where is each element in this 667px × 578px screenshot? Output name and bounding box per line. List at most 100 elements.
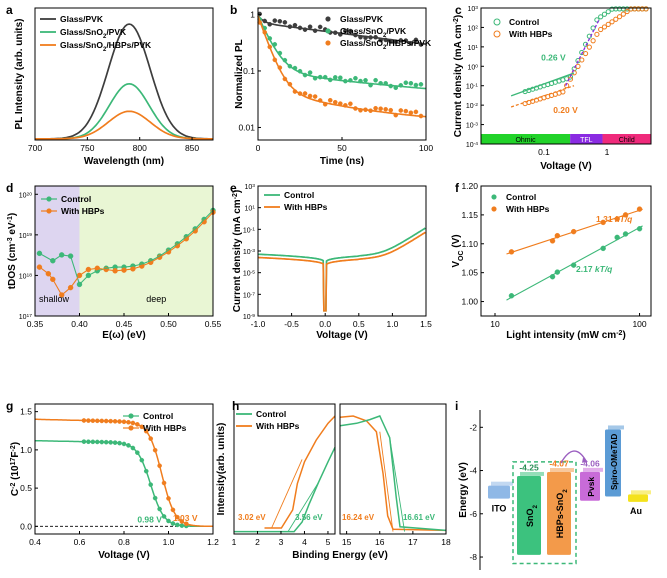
mott-schottky-point <box>148 482 153 487</box>
y-tick-label: -8 <box>469 552 477 562</box>
label-part: Glass/PVK <box>340 14 384 24</box>
legend-marker <box>46 208 52 214</box>
label-part: ) <box>232 190 243 193</box>
label-part: -2 <box>10 483 17 489</box>
label-part: 3 <box>475 5 478 11</box>
label-part: F <box>10 451 21 457</box>
label-part: 20 <box>27 191 33 197</box>
hbps-point <box>622 212 629 218</box>
label-part: ) <box>622 330 625 341</box>
decay-point <box>408 80 414 86</box>
legend-label: Control <box>284 190 314 200</box>
valence-curve-hbps <box>264 415 336 529</box>
control-point <box>622 231 629 237</box>
x-axis-label: Voltage (V) <box>540 161 591 172</box>
y-tick-label: 10-5 <box>243 269 255 278</box>
arrow-head <box>582 457 588 463</box>
y-tick-label: 0.01 <box>238 122 255 132</box>
mott-schottky-point <box>90 439 96 445</box>
mott-schottky-point <box>108 440 113 445</box>
label-part: -9 <box>251 313 256 319</box>
panel-a: 700 750 800 850 a Wavelength (nm) PL Intensity… <box>6 3 214 167</box>
sno2-block-top <box>520 471 544 476</box>
control-point <box>601 11 608 17</box>
mott-schottky-point <box>103 439 109 445</box>
mott-schottky-point <box>183 521 189 527</box>
legend-label: With HBPs <box>256 421 300 431</box>
x-tick-label: 0.8 <box>118 537 130 547</box>
x-tick-label: 0.1 <box>538 147 550 157</box>
mott-schottky-point <box>126 419 131 425</box>
decay-point <box>373 105 378 111</box>
level-label: -4.06 <box>580 459 600 469</box>
panel-label: b <box>230 3 237 17</box>
hbps-point <box>609 19 615 25</box>
control-point <box>549 274 556 280</box>
decay-point <box>373 77 378 83</box>
trap-voltage-label: 0.26 V <box>541 52 566 62</box>
decay-point <box>307 70 313 75</box>
fit-line <box>271 459 303 529</box>
legend-marker <box>491 194 497 200</box>
x-axis-label: Voltage (V) <box>98 550 149 561</box>
decay-point <box>388 107 394 113</box>
legend-label: Glass/SnO2/PVK <box>340 26 407 39</box>
mott-schottky-point <box>139 424 145 430</box>
hbps-point <box>590 38 596 44</box>
label-part: -1 <box>474 82 479 88</box>
y-tick-label: 1.05 <box>461 268 478 278</box>
ito-block-top <box>491 481 513 486</box>
y-axis-label: Energy (eV) <box>458 462 469 518</box>
mott-schottky-point <box>81 418 87 423</box>
plot-frame <box>339 403 447 535</box>
mott-schottky-point <box>143 468 149 474</box>
label-part: V <box>451 261 462 268</box>
hbps-point <box>614 216 620 222</box>
control-point <box>594 17 600 23</box>
x-tick-label: 0.4 <box>29 537 41 547</box>
hbps-point <box>549 238 556 244</box>
x-tick-label: 100 <box>419 143 433 153</box>
decay-point <box>408 110 414 116</box>
control-point <box>636 226 643 232</box>
panel-label: h <box>232 399 239 413</box>
legend-marker <box>325 40 331 46</box>
label-part: C <box>10 489 21 496</box>
plot-frame <box>480 7 652 145</box>
legend-marker <box>493 30 501 38</box>
y-tick-label: 10-3 <box>466 121 478 130</box>
mott-schottky-point <box>112 440 118 445</box>
x-tick-label: 1.0 <box>163 537 175 547</box>
label-part: With HBPs <box>509 29 553 39</box>
label-part: 0 <box>475 63 478 69</box>
ohmic-region <box>481 134 571 144</box>
decay-point <box>338 75 343 81</box>
ohmic-fit <box>510 85 575 108</box>
label-part: 10 <box>467 6 475 13</box>
x-tick-label: 0.35 <box>27 319 44 329</box>
y-axis-label: C-2 (1017F-2) <box>10 442 22 496</box>
control-point <box>36 250 43 257</box>
decay-point <box>383 106 388 112</box>
legend-marker <box>46 196 52 202</box>
fit-line <box>379 431 394 532</box>
y-tick-label: 102 <box>467 24 478 33</box>
mott-schottky-point <box>166 496 171 501</box>
decay-point <box>363 77 368 83</box>
label-part: tDOS (cm <box>7 244 18 290</box>
x-tick-label: 50 <box>337 143 347 153</box>
panel-label: i <box>455 399 458 413</box>
label-part: 10 <box>467 25 475 32</box>
slope-label: 1.31 kT/q <box>596 214 633 224</box>
label-part: 10 <box>467 64 475 71</box>
y-tick-label: 100 <box>467 63 478 72</box>
label-part: eV <box>7 222 18 237</box>
y-tick-label: 1 <box>250 9 255 19</box>
slope-label: 2.17 kT/q <box>576 264 613 274</box>
label-part: /HBPs/PVK <box>106 40 152 50</box>
legend-label: With HBPs <box>506 204 550 214</box>
mott-schottky-point <box>135 450 140 455</box>
mott-schottky-point <box>95 418 100 424</box>
spiro-block-top <box>608 425 624 430</box>
mott-schottky-point <box>86 439 91 445</box>
